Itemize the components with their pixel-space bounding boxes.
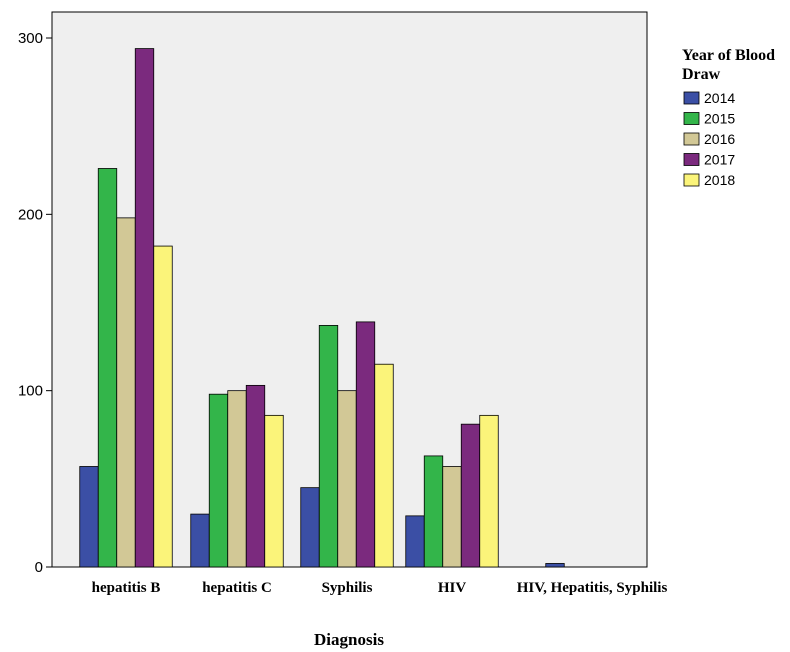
legend-swatch-2015 (683, 112, 700, 125)
y-axis-ticks: 0 100 200 300 (18, 30, 52, 576)
legend-label-2016: 2016 (704, 131, 735, 147)
legend-swatch-2017 (683, 153, 700, 166)
y-tick-label: 300 (18, 30, 43, 47)
bar-2015-hepatitis-c (208, 393, 229, 568)
legend-label-2014: 2014 (704, 90, 735, 106)
bar-2015-hepatitis-b (97, 168, 118, 568)
y-tick-label: 200 (18, 206, 43, 223)
bar-2016-hepatitis-b (116, 217, 136, 568)
legend-label-2017: 2017 (704, 152, 735, 168)
bar-2014-syphilis (300, 487, 320, 568)
bar-2016-hepatitis-c (227, 390, 247, 568)
x-axis-title: Diagnosis (314, 630, 384, 649)
legend-swatch-2018 (683, 173, 700, 187)
bar-2016-syphilis (337, 390, 357, 568)
y-tick-label: 0 (35, 559, 43, 576)
legend-swatch-2016 (683, 132, 700, 146)
bar-2014-hepatitis-b (79, 466, 99, 568)
x-axis-labels: hepatitis B hepatitis C Syphilis HIV HIV, He… (92, 580, 668, 596)
bar-2018-hepatitis-c (264, 414, 284, 568)
legend-label-2015: 2015 (704, 111, 735, 127)
bar-2018-hiv (479, 414, 499, 568)
y-tick-label: 100 (18, 383, 43, 400)
bar-2014-hiv-hepatitis-syphilis (545, 563, 565, 568)
bar-2017-syphilis (355, 321, 376, 568)
x-category-label: HIV (438, 580, 467, 596)
bar-2017-hepatitis-b (134, 48, 155, 568)
bar-2018-syphilis (374, 363, 394, 568)
x-category-label: Syphilis (322, 580, 373, 596)
legend-swatch-2014 (683, 91, 700, 105)
bar-2016-hiv (442, 466, 462, 568)
x-category-label: hepatitis C (202, 580, 272, 596)
legend: Year of Blood Draw 2014 2015 2016 2017 2018 (682, 47, 775, 188)
legend-title: Year of Blood Draw (682, 47, 775, 83)
x-category-label: HIV, Hepatitis, Syphilis (517, 580, 668, 596)
bar-2018-hepatitis-b (153, 245, 173, 568)
bar-2014-hepatitis-c (190, 513, 210, 568)
bar-2017-hiv (460, 423, 481, 568)
bar-2015-hiv (423, 455, 444, 568)
bar-2015-syphilis (318, 325, 339, 568)
bar-2017-hepatitis-c (245, 384, 266, 568)
bar-2014-hiv (405, 515, 425, 568)
bars-group (79, 48, 565, 568)
legend-label-2018: 2018 (704, 172, 735, 188)
x-category-label: hepatitis B (92, 580, 161, 596)
